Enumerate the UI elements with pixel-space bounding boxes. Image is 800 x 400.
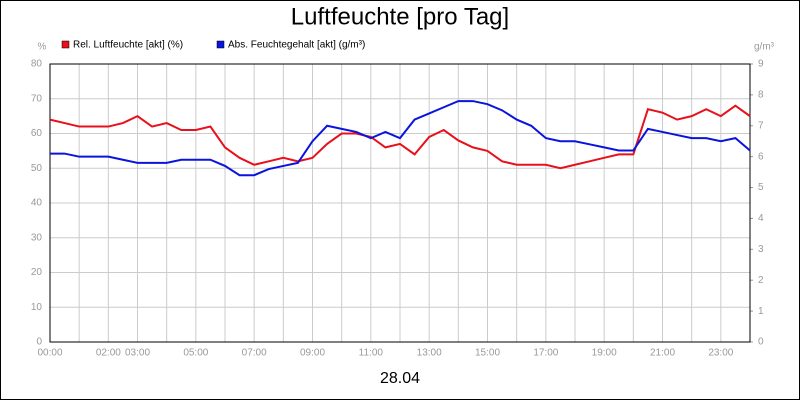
x-tick-label: 02:00 bbox=[96, 348, 121, 359]
legend-swatch bbox=[61, 40, 70, 49]
y2-tick-label: 7 bbox=[758, 120, 764, 131]
y-tick-label: 80 bbox=[31, 59, 43, 70]
y-tick-label: 70 bbox=[31, 93, 43, 104]
legend-label: Abs. Feuchtegehalt [akt] (g/m³) bbox=[228, 40, 365, 51]
chart-title: Luftfeuchte [pro Tag] bbox=[291, 3, 509, 30]
x-tick-label: 05:00 bbox=[183, 348, 208, 359]
x-tick-label: 15:00 bbox=[475, 348, 500, 359]
y2-tick-label: 0 bbox=[758, 337, 764, 348]
data-line bbox=[49, 104, 751, 170]
x-tick-label: 23:00 bbox=[708, 348, 733, 359]
y-tick-label: 0 bbox=[36, 337, 42, 348]
plot-border bbox=[49, 63, 751, 343]
y-tick-label: 50 bbox=[31, 163, 43, 174]
x-tick-label: 03:00 bbox=[125, 348, 150, 359]
x-tick-label: 00:00 bbox=[37, 348, 62, 359]
x-tick-label: 11:00 bbox=[359, 348, 384, 359]
x-tick-label: 17:00 bbox=[533, 348, 558, 359]
y2-tick-label: 3 bbox=[758, 244, 764, 255]
x-tick-label: 19:00 bbox=[592, 348, 617, 359]
x-axis-label: 28.04 bbox=[380, 370, 420, 387]
y2-tick-label: 6 bbox=[758, 151, 764, 162]
x-tick-label: 09:00 bbox=[300, 348, 325, 359]
y2-tick-label: 5 bbox=[758, 182, 764, 193]
legend-label: Rel. Luftfeuchte [akt] (%) bbox=[73, 40, 183, 51]
x-tick-label: 07:00 bbox=[242, 348, 267, 359]
y2-tick-label: 9 bbox=[758, 59, 764, 70]
y-tick-label: 60 bbox=[31, 128, 43, 139]
y2-tick-label: 8 bbox=[758, 90, 764, 101]
y-axis-label: % bbox=[38, 42, 47, 53]
legend-swatch bbox=[216, 40, 225, 49]
y-tick-label: 10 bbox=[31, 302, 43, 313]
y-tick-label: 30 bbox=[31, 232, 43, 243]
x-tick-label: 13:00 bbox=[417, 348, 442, 359]
y-tick-label: 20 bbox=[31, 267, 43, 278]
y2-tick-label: 1 bbox=[758, 306, 764, 317]
data-line bbox=[50, 100, 751, 177]
y2-axis-label: g/m³ bbox=[754, 42, 775, 53]
y2-tick-label: 4 bbox=[758, 213, 764, 224]
x-tick-label: 21:00 bbox=[650, 348, 675, 359]
y2-tick-label: 2 bbox=[758, 275, 764, 286]
y-tick-label: 40 bbox=[31, 198, 43, 209]
